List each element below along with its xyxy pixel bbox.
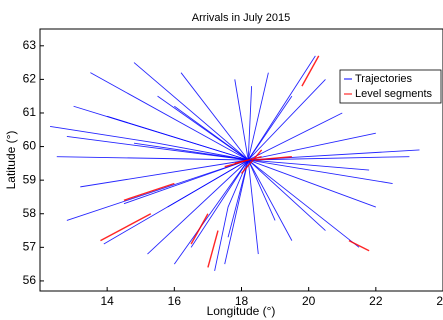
trajectory [123, 159, 249, 205]
trajectory [180, 72, 249, 161]
y-tick-label: 57 [23, 240, 37, 254]
level-segment [207, 230, 219, 268]
trajectory [227, 159, 249, 238]
trajectory [247, 72, 269, 161]
level-segment [123, 182, 175, 201]
y-tick-label: 62 [23, 72, 37, 86]
trajectory [248, 159, 393, 184]
trajectory [133, 62, 249, 161]
trajectory [248, 132, 376, 161]
trajectory [107, 115, 249, 161]
trajectory [247, 159, 276, 221]
x-axis-label: Longitude (°) [207, 304, 276, 318]
x-tick-label: 16 [168, 294, 182, 308]
x-tick-label: 20 [302, 294, 316, 308]
x-tick-label: 18 [235, 294, 249, 308]
trajectory [247, 159, 360, 248]
trajectory [50, 125, 249, 161]
trajectory [247, 159, 293, 241]
level-segment [100, 213, 152, 242]
level-segment [190, 213, 209, 245]
y-axis-label: Latitude (°) [4, 131, 18, 190]
trajectory [247, 159, 259, 255]
trajectory [66, 136, 249, 161]
trajectory [174, 105, 249, 161]
level-segment [224, 159, 249, 168]
trajectory [247, 55, 316, 161]
trajectory [90, 72, 249, 161]
x-tick-label: 24 [436, 294, 443, 308]
trajectory [147, 159, 249, 255]
trajectory [248, 156, 410, 161]
trajectory [248, 159, 376, 208]
level-segment [348, 239, 370, 252]
trajectory [247, 159, 326, 231]
y-tick-label: 58 [23, 206, 37, 220]
trajectory [66, 159, 249, 221]
legend-label: Trajectories [355, 73, 413, 85]
trajectory [133, 142, 249, 161]
trajectory [234, 79, 249, 161]
level-segment [240, 149, 263, 174]
legend-box [339, 69, 442, 104]
y-tick-label: 61 [23, 105, 37, 119]
trajectory [173, 159, 249, 265]
trajectory [247, 86, 253, 161]
trajectory [248, 159, 370, 171]
trajectory [247, 95, 293, 161]
trajectory [248, 112, 343, 161]
trajectory [56, 156, 249, 161]
y-tick-label: 56 [23, 273, 37, 287]
level-segment [254, 155, 292, 161]
x-tick-label: 22 [369, 294, 383, 308]
trajectory [80, 159, 249, 188]
trajectory [247, 79, 326, 161]
trajectory [167, 159, 249, 208]
trajectory [214, 159, 249, 271]
trajectory [190, 159, 249, 248]
legend-label: Level segments [355, 88, 433, 100]
level-segment [301, 55, 320, 87]
trajectory [224, 159, 249, 265]
chart-title: Arrivals in July 2015 [192, 12, 290, 24]
y-tick-label: 59 [23, 172, 37, 186]
y-tick-label: 60 [23, 139, 37, 153]
x-tick-label: 14 [100, 294, 114, 308]
y-tick-label: 63 [23, 38, 37, 52]
